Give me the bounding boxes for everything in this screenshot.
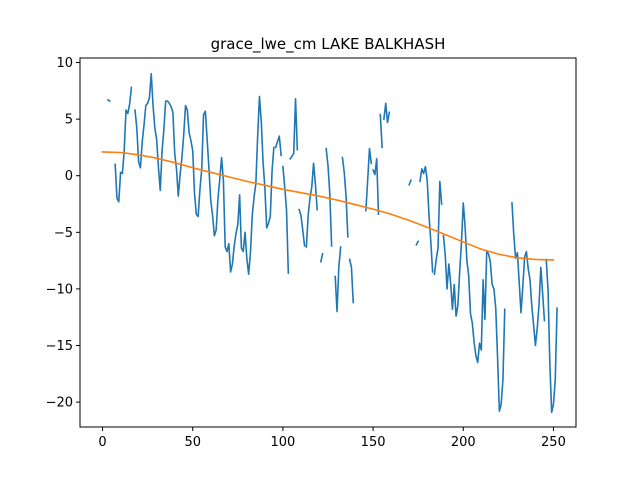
- series-0-segment-3: [274, 135, 282, 157]
- series-0-segment-22: [511, 202, 546, 347]
- y-tick-label: −5: [54, 226, 73, 241]
- series-0-segment-7: [305, 162, 319, 248]
- series-0-segment-9: [325, 147, 333, 247]
- series-0-segment-17: [408, 179, 413, 186]
- series-0-segment-6: [298, 208, 306, 247]
- series-0-segment-5: [288, 97, 299, 160]
- series-0-segment-23: [545, 258, 558, 414]
- x-tick-label: 0: [98, 435, 106, 450]
- series-0-segment-15: [379, 113, 383, 149]
- series-0-segment-20: [433, 180, 443, 276]
- series-0-segment-16: [383, 102, 391, 124]
- y-tick-label: −10: [46, 282, 73, 297]
- series-0-segment-18: [415, 240, 420, 246]
- series-0-segment-19: [419, 165, 434, 273]
- y-tick-label: 5: [65, 113, 73, 128]
- series-0-segment-8: [319, 252, 324, 263]
- series-0-segment-4: [282, 165, 290, 274]
- series-0-segment-21: [442, 202, 506, 412]
- x-tick-label: 50: [184, 435, 201, 450]
- chart-title: grace_lwe_cm LAKE BALKHASH: [211, 35, 446, 54]
- series-0-segment-10: [334, 246, 342, 313]
- y-tick-label: 0: [65, 169, 73, 184]
- y-tick-label: 10: [56, 56, 73, 71]
- x-tick-label: 100: [270, 435, 295, 450]
- series-0-segment-11: [341, 156, 349, 238]
- x-tick-label: 250: [541, 435, 566, 450]
- y-axis: 10 5 0 −5 −10 −15 −20: [46, 56, 80, 411]
- series-0-segment-13: [365, 147, 373, 212]
- y-tick-label: −20: [46, 396, 73, 411]
- series-0-segment-2: [134, 73, 275, 275]
- series-0-segment-1: [114, 86, 133, 203]
- series-1-segment-0: [101, 151, 555, 261]
- series-0-segment-12: [348, 258, 355, 304]
- x-tick-label: 150: [361, 435, 386, 450]
- series-0-segment-14: [372, 157, 380, 216]
- x-tick-label: 200: [451, 435, 476, 450]
- y-tick-label: −15: [46, 339, 73, 354]
- x-axis: 0 50 100 150 200 250: [98, 427, 566, 450]
- series-0-segment-0: [106, 98, 111, 103]
- plot-frame: [79, 57, 577, 428]
